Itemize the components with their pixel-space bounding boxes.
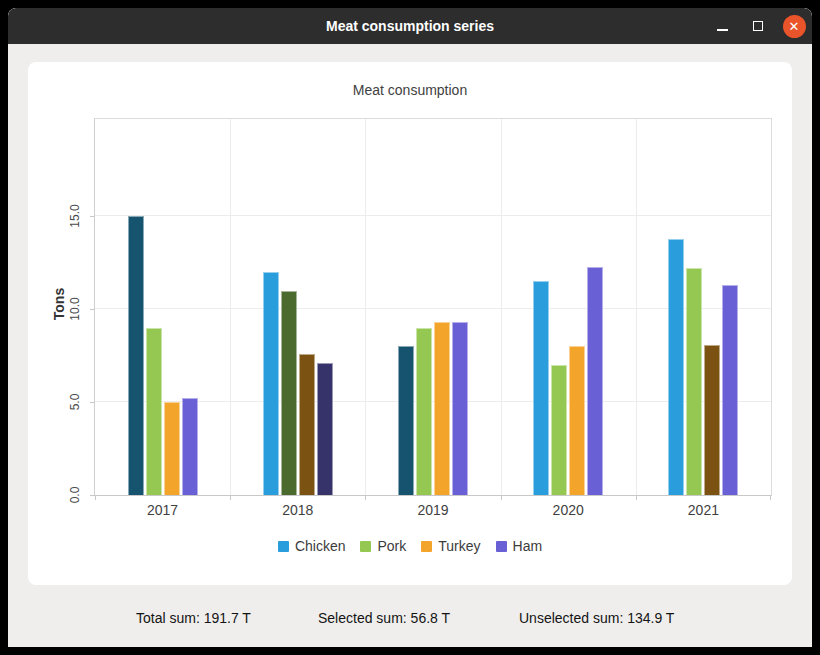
y-axis-tick-label: 15.0 xyxy=(68,200,82,232)
bar-ham-2020[interactable] xyxy=(587,267,603,495)
y-axis-title: Tons xyxy=(50,287,68,321)
bar-group xyxy=(365,119,500,495)
window-frame: Meat consumption series ✕ Meat consumpti… xyxy=(8,8,812,647)
plot-area: Tons 0.05.010.015.020172018201920202021 xyxy=(94,118,772,496)
legend-item-chicken[interactable]: Chicken xyxy=(278,538,346,554)
x-axis-tick xyxy=(230,495,231,500)
bar-group xyxy=(230,119,365,495)
bar-chicken-2019[interactable] xyxy=(398,346,414,495)
x-axis-tick xyxy=(95,495,96,500)
bar-group xyxy=(636,119,771,495)
bar-chicken-2017[interactable] xyxy=(128,216,144,495)
x-axis-tick xyxy=(501,495,502,500)
bar-chicken-2020[interactable] xyxy=(533,281,549,495)
x-axis-label: 2019 xyxy=(365,502,500,518)
close-icon: ✕ xyxy=(783,15,806,38)
legend-item-ham[interactable]: Ham xyxy=(496,538,543,554)
bar-group xyxy=(95,119,230,495)
bar-pork-2020[interactable] xyxy=(551,365,567,495)
y-axis-tick-label: 0.0 xyxy=(68,479,82,511)
chart-card: Meat consumption Tons 0.05.010.015.02017… xyxy=(28,62,792,585)
bar-turkey-2020[interactable] xyxy=(569,346,585,495)
legend-item-pork[interactable]: Pork xyxy=(360,538,406,554)
bar-turkey-2021[interactable] xyxy=(704,345,720,495)
window-controls: ✕ xyxy=(704,8,812,44)
bar-ham-2021[interactable] xyxy=(722,285,738,495)
bar-pork-2017[interactable] xyxy=(146,328,162,495)
y-axis-tick-label: 5.0 xyxy=(68,386,82,418)
bar-turkey-2017[interactable] xyxy=(164,402,180,495)
bar-group xyxy=(501,119,636,495)
titlebar[interactable]: Meat consumption series ✕ xyxy=(8,8,812,44)
close-button[interactable]: ✕ xyxy=(776,8,812,44)
bar-ham-2017[interactable] xyxy=(182,398,198,495)
window-title: Meat consumption series xyxy=(8,8,812,44)
bar-ham-2018[interactable] xyxy=(317,363,333,495)
total-sum-label: Total sum: 191.7 T xyxy=(136,610,251,626)
legend-item-turkey[interactable]: Turkey xyxy=(421,538,480,554)
selected-sum-label: Selected sum: 56.8 T xyxy=(318,610,450,626)
legend-swatch-pork xyxy=(360,541,371,552)
bar-ham-2019[interactable] xyxy=(452,322,468,495)
legend-label: Chicken xyxy=(295,538,346,554)
legend-label: Turkey xyxy=(438,538,480,554)
legend-label: Pork xyxy=(377,538,406,554)
x-axis-tick xyxy=(636,495,637,500)
x-axis-label: 2021 xyxy=(636,502,771,518)
content-area: Meat consumption Tons 0.05.010.015.02017… xyxy=(8,44,812,647)
maximize-button[interactable] xyxy=(740,8,776,44)
legend: Chicken Pork Turkey Ham xyxy=(28,536,792,556)
chart-title: Meat consumption xyxy=(28,82,792,98)
legend-swatch-ham xyxy=(496,541,507,552)
x-axis-label: 2017 xyxy=(95,502,230,518)
bar-chicken-2018[interactable] xyxy=(263,272,279,495)
bar-chicken-2021[interactable] xyxy=(668,239,684,495)
y-axis-tick-label: 10.0 xyxy=(68,293,82,325)
minimize-button[interactable] xyxy=(704,8,740,44)
legend-swatch-chicken xyxy=(278,541,289,552)
legend-label: Ham xyxy=(513,538,543,554)
x-axis-tick xyxy=(365,495,366,500)
legend-swatch-turkey xyxy=(421,541,432,552)
bar-pork-2018[interactable] xyxy=(281,291,297,495)
minimize-icon xyxy=(717,29,728,31)
x-axis-label: 2018 xyxy=(230,502,365,518)
unselected-sum-label: Unselected sum: 134.9 T xyxy=(519,610,674,626)
bar-turkey-2019[interactable] xyxy=(434,322,450,495)
bar-pork-2021[interactable] xyxy=(686,268,702,495)
x-axis-label: 2020 xyxy=(501,502,636,518)
x-axis-tick xyxy=(770,495,771,500)
maximize-icon xyxy=(753,21,763,31)
bar-pork-2019[interactable] xyxy=(416,328,432,495)
bar-turkey-2018[interactable] xyxy=(299,354,315,495)
